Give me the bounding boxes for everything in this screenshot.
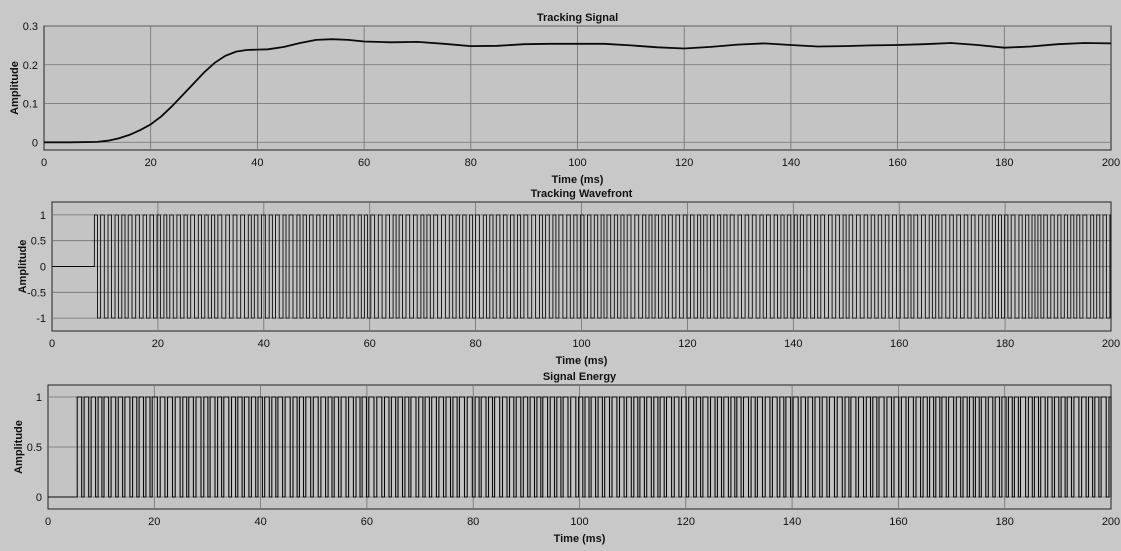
x-tick-label: 120 (675, 157, 693, 169)
x-ticks: 0 20 40 60 80 100 120 140 160 180 200 (41, 157, 1120, 169)
y-tick-label: 1 (36, 392, 42, 404)
x-tick-label: 180 (996, 338, 1014, 350)
x-tick-label: 160 (889, 516, 907, 528)
signal-energy-line (48, 396, 1112, 498)
x-tick-label: 100 (568, 157, 586, 169)
x-tick-label: 200 (1102, 338, 1120, 350)
x-tick-label: 60 (364, 338, 376, 350)
y-tick-label: -1 (36, 313, 46, 325)
x-tick-label: 120 (677, 516, 695, 528)
x-tick-label: 140 (782, 157, 800, 169)
y-axis-label: Amplitude (13, 420, 25, 474)
x-axis-label: Time (ms) (554, 533, 606, 545)
x-tick-label: 200 (1102, 516, 1120, 528)
x-tick-label: 60 (361, 516, 373, 528)
y-ticks: 0 0.1 0.2 0.3 (23, 21, 38, 149)
x-tick-label: 20 (148, 516, 160, 528)
x-tick-label: 160 (890, 338, 908, 350)
y-ticks: -1 -0.5 0 0.5 1 (27, 210, 46, 325)
y-tick-label: 0 (40, 262, 46, 274)
x-tick-label: 160 (888, 157, 906, 169)
x-tick-label: 40 (254, 516, 266, 528)
y-tick-label: 0.2 (23, 60, 38, 72)
y-tick-label: 1 (40, 210, 46, 222)
x-tick-label: 180 (996, 516, 1014, 528)
x-ticks: 0 20 40 60 80 100 120 140 160 180 200 (45, 516, 1120, 528)
x-tick-label: 80 (465, 157, 477, 169)
x-tick-label: 200 (1102, 157, 1120, 169)
y-tick-label: 0 (36, 492, 42, 504)
x-tick-label: 0 (45, 516, 51, 528)
y-ticks: 0 0.5 1 (27, 392, 42, 504)
x-tick-label: 0 (49, 338, 55, 350)
x-tick-label: 20 (152, 338, 164, 350)
y-axis-label: Amplitude (17, 240, 29, 294)
x-tick-label: 100 (570, 516, 588, 528)
y-tick-label: 0.1 (23, 99, 38, 111)
x-tick-label: 140 (783, 516, 801, 528)
x-tick-label: 80 (469, 338, 481, 350)
tracking-signal-line (44, 38, 1112, 144)
x-tick-label: 180 (995, 157, 1013, 169)
plot-title: Tracking Wavefront (531, 188, 633, 200)
y-tick-label: 0.5 (31, 236, 46, 248)
x-tick-label: 40 (258, 338, 270, 350)
plot-title: Tracking Signal (537, 12, 618, 24)
y-tick-label: 0.5 (27, 442, 42, 454)
x-tick-label: 60 (358, 157, 370, 169)
x-tick-label: 20 (145, 157, 157, 169)
y-axis-label: Amplitude (9, 61, 21, 115)
x-tick-label: 0 (41, 157, 47, 169)
x-axis-label: Time (ms) (552, 174, 604, 186)
x-tick-label: 120 (678, 338, 696, 350)
signal-energy-plot: Signal Energy Amplitude Time (ms) 0 20 4… (13, 371, 1120, 545)
x-ticks: 0 20 40 60 80 100 120 140 160 180 200 (49, 338, 1120, 350)
x-tick-label: 140 (784, 338, 802, 350)
x-tick-label: 40 (251, 157, 263, 169)
tracking-wavefront-line (52, 214, 1112, 319)
y-tick-label: 0.3 (23, 21, 38, 33)
x-axis-label: Time (ms) (556, 355, 608, 367)
tracking-wavefront-plot: Tracking Wavefront Amplitude Time (ms) 0… (17, 188, 1120, 367)
tracking-signal-plot: Tracking Signal Amplitude Time (ms) 0 20… (9, 12, 1120, 186)
x-tick-label: 80 (467, 516, 479, 528)
y-tick-label: -0.5 (27, 287, 46, 299)
grid (44, 25, 1111, 150)
x-tick-label: 100 (572, 338, 590, 350)
y-tick-label: 0 (32, 137, 38, 149)
plot-title: Signal Energy (543, 371, 617, 383)
